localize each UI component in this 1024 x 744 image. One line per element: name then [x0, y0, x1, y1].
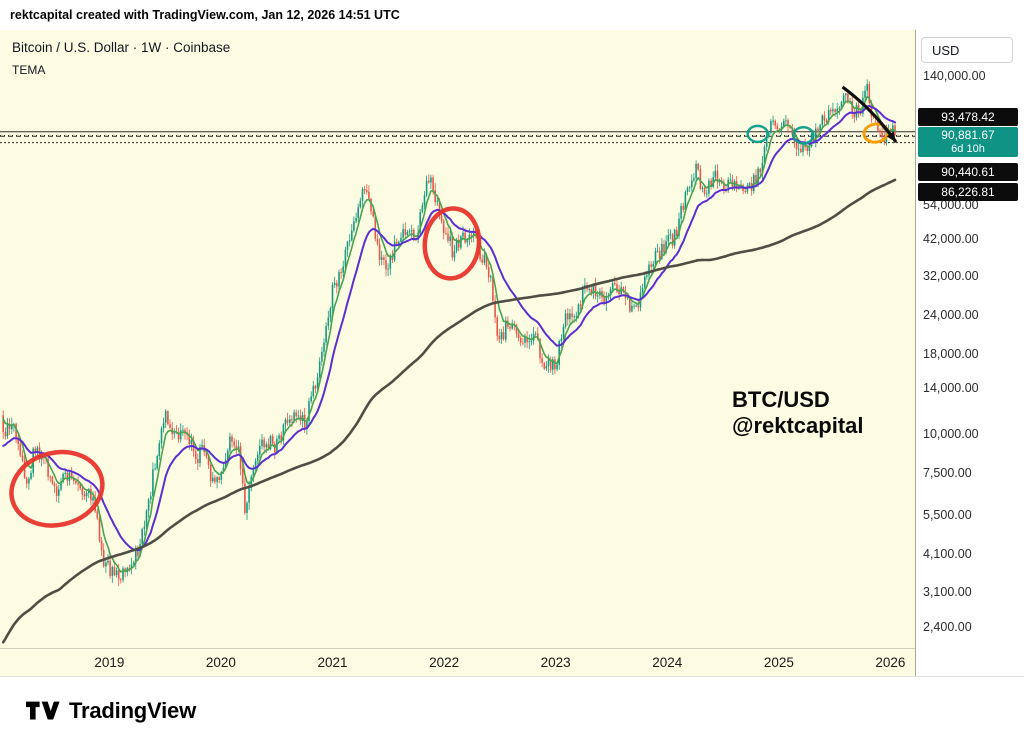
ma-line-tema-fast [2, 95, 896, 573]
y-axis-tick: 10,000.00 [923, 426, 979, 441]
x-axis-tick: 2024 [652, 655, 683, 670]
ma-line-slow [1, 178, 897, 644]
y-axis-tick: 140,000.00 [923, 68, 986, 83]
y-axis-tick: 42,000.00 [923, 232, 979, 247]
y-axis-tick: 24,000.00 [923, 307, 979, 322]
currency-usd-button[interactable]: USD [921, 37, 1013, 63]
teal-circle-retest-1[interactable] [746, 124, 769, 144]
y-axis-tick: 2,400.00 [923, 619, 972, 634]
y-axis-tick: 54,000.00 [923, 198, 979, 213]
x-axis-tick: 2026 [875, 655, 906, 670]
currency-label: USD [932, 42, 960, 58]
x-axis-tick: 2023 [540, 655, 571, 670]
attribution-text: rektcapital created with TradingView.com… [10, 8, 400, 22]
footer-bar: TradingView [0, 676, 1024, 744]
x-axis-tick: 2021 [317, 655, 348, 670]
price-line-label: 90,440.61 [918, 163, 1018, 181]
watermark-line2: @rektcapital [732, 413, 864, 438]
price-lines-layer[interactable] [0, 131, 915, 144]
y-axis-tick: 32,000.00 [923, 268, 979, 283]
ma-line-mid [2, 105, 896, 552]
red-circle-2018[interactable] [4, 443, 111, 535]
x-axis-tick: 2020 [205, 655, 236, 670]
price-scale[interactable]: USD 2,400.00 3,100.00 4,100.00 5,500.00 7,50… [915, 30, 1024, 676]
candles-layer [2, 79, 896, 587]
symbol-title[interactable]: Bitcoin / U.S. Dollar · 1W · Coinbase [12, 40, 231, 55]
arrow-head-icon [886, 131, 896, 143]
x-axis-tick: 2022 [429, 655, 460, 670]
y-axis-tick: 5,500.00 [923, 507, 972, 522]
price-chart[interactable]: BTC/USD@rektcapital [0, 30, 915, 648]
y-axis-tick: 14,000.00 [923, 380, 979, 395]
price-line-label: 93,478.42 [918, 108, 1018, 126]
tradingview-logo-icon [26, 701, 60, 720]
current-price-label: 90,881.67 6d 10h [918, 127, 1018, 157]
x-axis-tick: 2019 [94, 655, 125, 670]
y-axis-tick: 3,100.00 [923, 585, 972, 600]
teal-circle-retest-2[interactable] [792, 126, 815, 145]
indicator-label[interactable]: TEMA [12, 63, 46, 77]
y-axis-tick: 4,100.00 [923, 547, 972, 562]
chart-region: BTC/USD @rektcapital Bitcoin / U.S. Dolla… [0, 30, 915, 676]
x-axis-tick: 2025 [763, 655, 794, 670]
annotations-layer[interactable] [4, 85, 898, 535]
y-axis-tick: 18,000.00 [923, 346, 979, 361]
y-axis-tick: 7,500.00 [923, 465, 972, 480]
chart-legend: Bitcoin / U.S. Dollar · 1W · Coinbase TE… [12, 40, 230, 77]
brand-name: TradingView [69, 698, 196, 723]
watermark-line1: BTC/USD [732, 387, 830, 412]
red-circle-2022[interactable] [421, 206, 482, 281]
tradingview-brand[interactable]: TradingView [26, 698, 196, 724]
price-line-label: 86,226.81 [918, 183, 1018, 201]
attribution-bar: rektcapital created with TradingView.com… [0, 0, 1024, 30]
time-axis[interactable]: 2019 2020 2021 2022 2023 2024 2025 2026 [0, 648, 915, 677]
